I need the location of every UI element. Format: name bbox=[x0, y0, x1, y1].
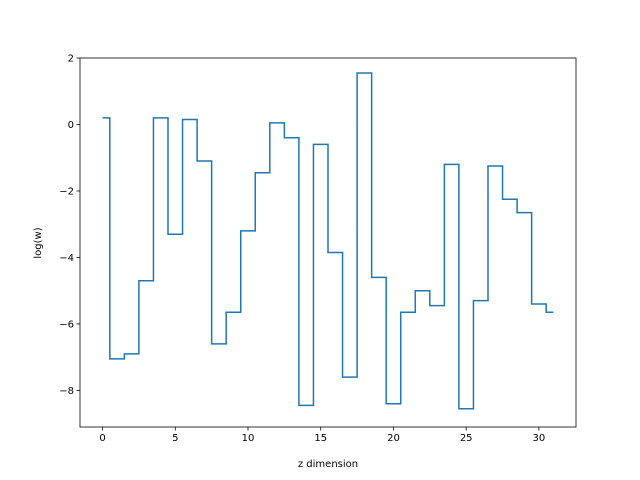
y-tick-label: −4 bbox=[59, 253, 74, 264]
x-tick-label: 10 bbox=[242, 433, 255, 444]
x-axis-ticks: 0 5 10 15 20 25 30 bbox=[99, 427, 545, 444]
x-tick-label: 0 bbox=[99, 433, 105, 444]
x-tick-label: 25 bbox=[460, 433, 473, 444]
x-tick-label: 20 bbox=[387, 433, 400, 444]
y-tick-label: −6 bbox=[59, 319, 74, 330]
series-line-0 bbox=[102, 72, 554, 410]
x-tick-label: 15 bbox=[314, 433, 327, 444]
y-tick-label: −8 bbox=[59, 386, 74, 397]
x-tick-label: 30 bbox=[533, 433, 546, 444]
x-tick-label: 5 bbox=[172, 433, 178, 444]
x-axis-label: z dimension bbox=[298, 459, 358, 470]
y-axis-label: log(w) bbox=[33, 227, 44, 258]
y-tick-label: 2 bbox=[68, 54, 74, 65]
y-tick-label: 0 bbox=[68, 120, 74, 131]
axes-frame bbox=[79, 57, 577, 428]
y-tick-label: −2 bbox=[59, 186, 74, 197]
plot-area bbox=[79, 57, 577, 428]
y-axis-ticks: −8 −6 −4 −2 0 2 bbox=[59, 54, 80, 397]
